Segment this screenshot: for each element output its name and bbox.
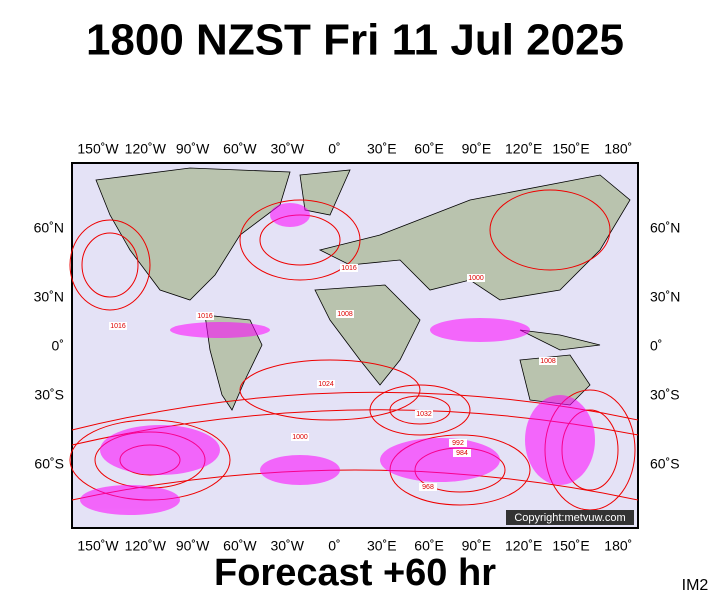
isobar-label-bg xyxy=(291,433,309,441)
isobar-label: 1000 xyxy=(468,275,484,282)
isobar-label-bg xyxy=(453,449,471,457)
isobar-label-bg xyxy=(467,274,485,282)
isobar-label: 1008 xyxy=(540,358,556,365)
longitude-label-bottom: 120˚E xyxy=(505,538,542,554)
isobar-label: 968 xyxy=(422,484,434,491)
longitude-label-top: 150˚W xyxy=(77,141,119,157)
longitude-label-top: 30˚E xyxy=(367,141,397,157)
latitude-label-right: 30˚N xyxy=(650,289,680,305)
isobar-label-bg xyxy=(415,410,433,418)
map: 1016 1008 1016 1024 1032 1000 984 992 1008 1000 10… xyxy=(69,162,639,529)
isobar-label-bg xyxy=(196,312,214,320)
latitude-label-right: 60˚N xyxy=(650,220,680,236)
copyright-box xyxy=(506,510,634,525)
longitude-label-bottom: 60˚E xyxy=(414,538,444,554)
isobar-label: 1008 xyxy=(337,311,353,318)
isobar-labels: 1016 1008 1016 1024 1032 1000 984 992 1008 1000 10… xyxy=(109,264,557,491)
longitude-label-bottom: 180˚ xyxy=(604,538,632,554)
longitude-label-bottom: 90˚E xyxy=(462,538,492,554)
isobar-label: 1032 xyxy=(416,411,432,418)
isobar-label: 992 xyxy=(452,440,464,447)
longitude-label-bottom: 0˚ xyxy=(328,538,340,554)
isobar-label: 1016 xyxy=(197,313,213,320)
longitude-label-top: 90˚E xyxy=(462,141,492,157)
longitude-label-top: 180˚ xyxy=(604,141,632,157)
isobar-label-bg xyxy=(449,439,467,447)
precipitation xyxy=(80,203,595,515)
longitude-label-top: 120˚E xyxy=(505,141,542,157)
latitude-label-left: 0˚ xyxy=(52,338,64,354)
isobar-label-bg xyxy=(109,322,127,330)
isobar-label-bg xyxy=(340,264,358,272)
footer: Forecast +60 hr xyxy=(214,552,496,594)
longitude-label-bottom: 30˚E xyxy=(367,538,397,554)
image-id: IM2 xyxy=(682,577,709,594)
longitude-label-bottom: 30˚W xyxy=(270,538,304,554)
isobar-label-bg xyxy=(336,310,354,318)
latitude-label-left: 30˚N xyxy=(34,289,64,305)
latitude-label-right: 60˚S xyxy=(650,456,680,472)
isobar-label: 1016 xyxy=(110,323,126,330)
latitude-label-left: 60˚N xyxy=(34,220,64,236)
isobar-label: 1024 xyxy=(318,381,334,388)
isobar-label-bg xyxy=(539,357,557,365)
isobar-label: 984 xyxy=(456,450,468,457)
longitude-label-top: 0˚ xyxy=(328,141,340,157)
copyright: Copyright:metvuw.com xyxy=(514,512,625,524)
isobar-label: 1000 xyxy=(292,434,308,441)
longitude-label-bottom: 90˚W xyxy=(176,538,210,554)
longitude-label-top: 150˚E xyxy=(552,141,589,157)
longitude-label-top: 90˚W xyxy=(176,141,210,157)
longitude-label-bottom: 120˚W xyxy=(125,538,167,554)
longitude-label-bottom: 150˚W xyxy=(77,538,119,554)
longitude-label-top: 30˚W xyxy=(270,141,304,157)
latitude-label-right: 30˚S xyxy=(650,387,680,403)
latitude-label-left: 30˚S xyxy=(34,387,64,403)
latitude-label-right: 0˚ xyxy=(650,338,662,354)
graticule-labels: 150˚W 150˚W 120˚W 120˚W 90˚W 90˚W 60˚W 60˚W 30˚W… xyxy=(34,141,681,554)
title: 1800 NZST Fri 11 Jul 2025 xyxy=(86,16,624,65)
isobar-label-bg xyxy=(419,483,437,491)
isobar-label: 1016 xyxy=(341,265,357,272)
longitude-label-bottom: 150˚E xyxy=(552,538,589,554)
longitude-label-top: 120˚W xyxy=(125,141,167,157)
longitude-label-top: 60˚W xyxy=(223,141,257,157)
latitude-label-left: 60˚S xyxy=(34,456,64,472)
longitude-label-bottom: 60˚W xyxy=(223,538,257,554)
longitude-label-top: 60˚E xyxy=(414,141,444,157)
isobar-label-bg xyxy=(317,380,335,388)
